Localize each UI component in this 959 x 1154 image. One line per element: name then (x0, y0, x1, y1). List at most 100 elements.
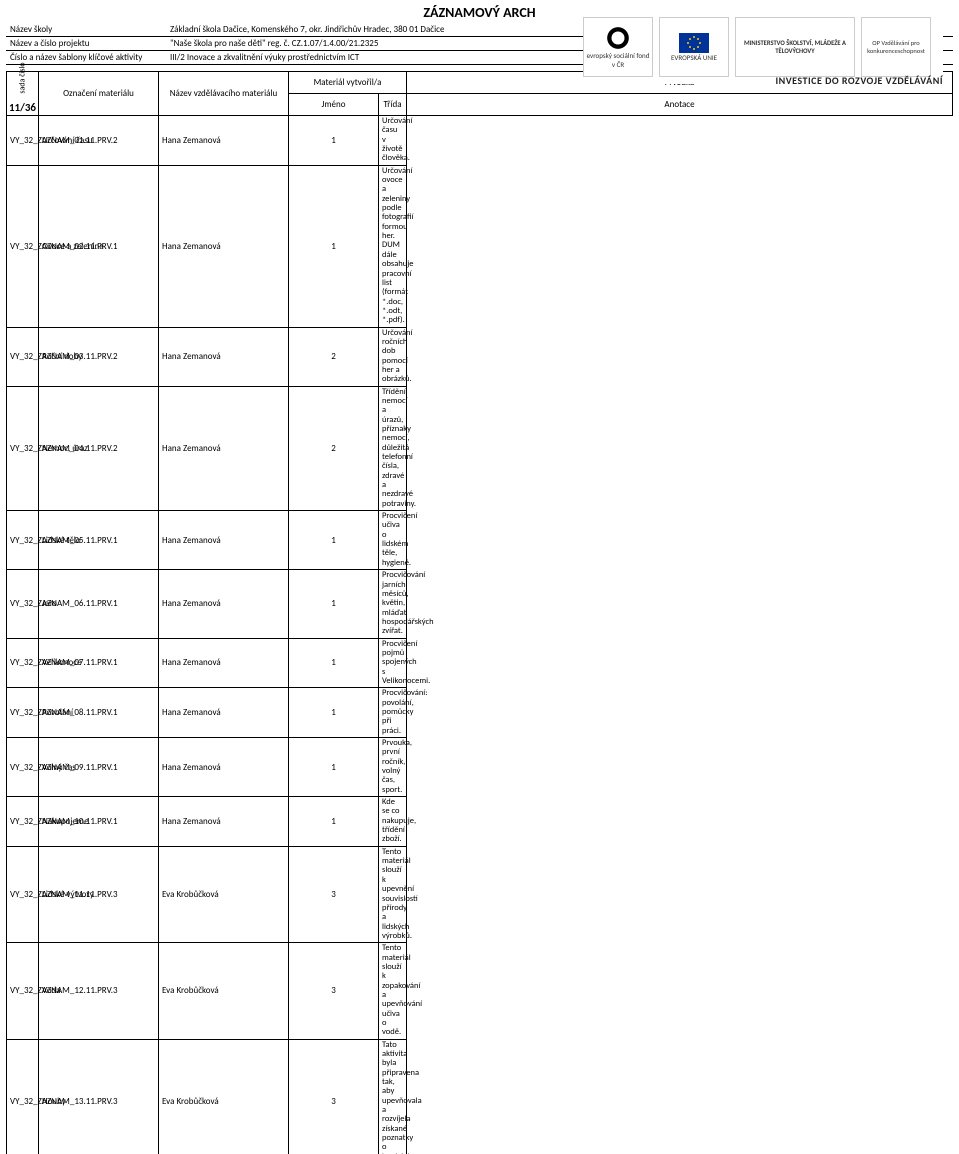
cell-class: 2 (289, 386, 379, 510)
table-row: VY_32_ZAZNAM_04.11.PRV.2Nemoc, úrazHana … (7, 386, 953, 510)
logo-opvk-text: OP Vzdělávání pro konkurenceschopnost (864, 39, 928, 55)
table-row: VY_32_ZAZNAM_11.11.PRV.3Lidské výtvoryEv… (7, 846, 953, 942)
cell-annotation: Tato aktivita byla připravena tak, aby u… (379, 1039, 407, 1154)
cell-annotation: Tento materiál slouží k upevnění souvisl… (379, 846, 407, 942)
eu-flag-icon (679, 33, 709, 53)
side-label-cell: sada číslo 11/36 (7, 72, 39, 116)
cell-name: Lidské výtvory (39, 846, 159, 942)
cell-author: Hana Zemanová (159, 116, 289, 166)
logo-msmt-text: MINISTERSTVO ŠKOLSTVÍ, MLÁDEŽE A TĚLOVÝC… (738, 39, 852, 55)
cell-annotation: Procvičování: povolání, pomůcky při prác… (379, 688, 407, 738)
cell-class: 1 (289, 116, 379, 166)
cell-code: VY_32_ZAZNAM_11.11.PRV.3 (7, 846, 39, 942)
cell-name: Houby (39, 1039, 159, 1154)
col-jmeno: Jméno (289, 94, 379, 116)
cell-class: 3 (289, 846, 379, 942)
header-label: Název a číslo projektu (6, 38, 166, 49)
esf-icon (605, 25, 631, 51)
header-label: Číslo a název šablony klíčové aktivity (6, 52, 166, 63)
logo-eu: EVROPSKÁ UNIE (659, 17, 729, 77)
cell-class: 1 (289, 511, 379, 570)
logo-strip: evropský sociální fond v ČR EVROPSKÁ UNI… (583, 10, 943, 84)
cell-name: Nakupujeme (39, 797, 159, 847)
col-trida: Třída (379, 94, 407, 116)
cell-code: VY_32_ZAZNAM_03.11.PRV.2 (7, 327, 39, 386)
table-row: VY_32_ZAZNAM_13.11.PRV.3HoubyEva Krobůčk… (7, 1039, 953, 1154)
cell-author: Hana Zemanová (159, 638, 289, 688)
side-label: sada číslo (18, 62, 28, 93)
cell-author: Hana Zemanová (159, 738, 289, 797)
cell-code: VY_32_ZAZNAM_01.11.PRV.2 (7, 116, 39, 166)
logo-msmt: MINISTERSTVO ŠKOLSTVÍ, MLÁDEŽE A TĚLOVÝC… (735, 17, 855, 77)
cell-class: 1 (289, 738, 379, 797)
cell-name: Povolání (39, 688, 159, 738)
cell-annotation: Tento materiál slouží k zopakování a upe… (379, 943, 407, 1039)
cell-author: Hana Zemanová (159, 570, 289, 638)
col-nazev: Název vzdělávacího materiálu (159, 72, 289, 116)
cell-annotation: Kde se co nakupuje, třídění zboží. (379, 797, 407, 847)
cell-name: Jaro (39, 570, 159, 638)
cell-code: VY_32_ZAZNAM_07.11.PRV.1 (7, 638, 39, 688)
invest-slogan: INVESTICE DO ROZVOJE VZDĚLÁVÁNÍ (775, 74, 943, 87)
page: evropský sociální fond v ČR EVROPSKÁ UNI… (0, 0, 959, 1154)
table-row: VY_32_ZAZNAM_03.11.PRV.2Roční dobyHana Z… (7, 327, 953, 386)
table-row: VY_32_ZAZNAM_02.11.PRV.1Ovoce a zelenina… (7, 165, 953, 327)
cell-class: 1 (289, 570, 379, 638)
cell-class: 3 (289, 1039, 379, 1154)
cell-author: Hana Zemanová (159, 327, 289, 386)
cell-class: 1 (289, 165, 379, 327)
table-row: VY_32_ZAZNAM_06.11.PRV.1JaroHana Zemanov… (7, 570, 953, 638)
logo-eu-text: EVROPSKÁ UNIE (671, 53, 717, 62)
table-row: VY_32_ZAZNAM_05.11.PRV.1Lidské těloHana … (7, 511, 953, 570)
table-row: VY_32_ZAZNAM_10.11.PRV.1NakupujemeHana Z… (7, 797, 953, 847)
logo-opvk: OP Vzdělávání pro konkurenceschopnost (861, 17, 931, 77)
cell-name: Voda (39, 943, 159, 1039)
cell-annotation: Procvičování jarních měsíců, květin, mlá… (379, 570, 407, 638)
cell-code: VY_32_ZAZNAM_09.11.PRV.1 (7, 738, 39, 797)
cell-annotation: Určování času v životě člověka. (379, 116, 407, 166)
cell-author: Hana Zemanová (159, 797, 289, 847)
cell-annotation: Procvičení učiva o lidském těle, hygieně… (379, 511, 407, 570)
cell-code: VY_32_ZAZNAM_13.11.PRV.3 (7, 1039, 39, 1154)
col-oznaceni: Označení materiálu (39, 72, 159, 116)
cell-name: Volný čas (39, 738, 159, 797)
cell-author: Eva Krobůčková (159, 846, 289, 942)
cell-code: VY_32_ZAZNAM_06.11.PRV.1 (7, 570, 39, 638)
cell-class: 2 (289, 327, 379, 386)
cell-annotation: Určování ovoce a zeleniny podle fotograf… (379, 165, 407, 327)
col-material: Materiál vytvořil/a (289, 72, 407, 94)
cell-annotation: Určování ročních dob pomocí her a obrázk… (379, 327, 407, 386)
cell-annotation: Třídění nemocí a úrazů, příznaky nemocí,… (379, 386, 407, 510)
table-row: VY_32_ZAZNAM_07.11.PRV.1VelikonoceHana Z… (7, 638, 953, 688)
side-number: 11/36 (9, 101, 36, 114)
logo-esf: evropský sociální fond v ČR (583, 17, 653, 77)
cell-author: Hana Zemanová (159, 511, 289, 570)
record-table: sada číslo 11/36 Označení materiálu Náze… (6, 71, 953, 1154)
cell-code: VY_32_ZAZNAM_04.11.PRV.2 (7, 386, 39, 510)
cell-author: Hana Zemanová (159, 386, 289, 510)
logo-esf-text: evropský sociální fond v ČR (586, 51, 650, 69)
table-row: VY_32_ZAZNAM_08.11.PRV.1PovoláníHana Zem… (7, 688, 953, 738)
cell-class: 3 (289, 943, 379, 1039)
cell-author: Hana Zemanová (159, 688, 289, 738)
cell-author: Eva Krobůčková (159, 943, 289, 1039)
cell-code: VY_32_ZAZNAM_05.11.PRV.1 (7, 511, 39, 570)
cell-annotation: Prvouka, první ročník, volný čas, sport. (379, 738, 407, 797)
cell-code: VY_32_ZAZNAM_12.11.PRV.3 (7, 943, 39, 1039)
table-row: VY_32_ZAZNAM_12.11.PRV.3VodaEva Krobůčko… (7, 943, 953, 1039)
header-label: Název školy (6, 24, 166, 35)
cell-name: Ovoce a zelenina (39, 165, 159, 327)
cell-author: Hana Zemanová (159, 165, 289, 327)
header-block: evropský sociální fond v ČR EVROPSKÁ UNI… (6, 4, 953, 67)
cell-code: VY_32_ZAZNAM_08.11.PRV.1 (7, 688, 39, 738)
cell-annotation: Procvičení pojmů spojených s Velikonocem… (379, 638, 407, 688)
cell-code: VY_32_ZAZNAM_10.11.PRV.1 (7, 797, 39, 847)
cell-name: Velikonoce (39, 638, 159, 688)
table-row: VY_32_ZAZNAM_01.11.PRV.2Určování časuHan… (7, 116, 953, 166)
table-row: VY_32_ZAZNAM_09.11.PRV.1Volný časHana Ze… (7, 738, 953, 797)
cell-class: 1 (289, 638, 379, 688)
col-anotace: Anotace (407, 94, 953, 116)
cell-code: VY_32_ZAZNAM_02.11.PRV.1 (7, 165, 39, 327)
cell-class: 1 (289, 797, 379, 847)
cell-class: 1 (289, 688, 379, 738)
